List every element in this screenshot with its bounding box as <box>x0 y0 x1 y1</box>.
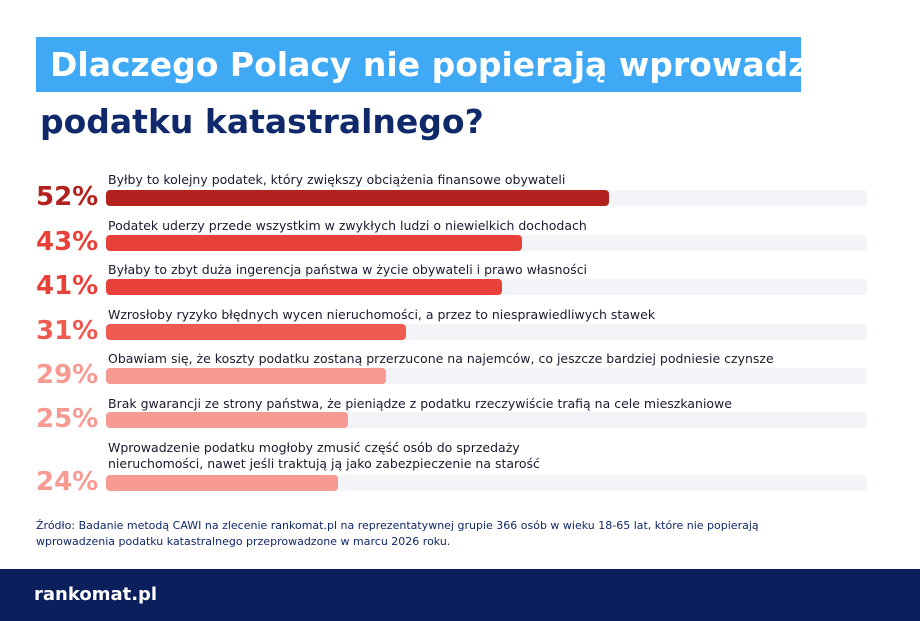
category-label: Wzrosłoby ryzyko błędnych wycen nierucho… <box>108 307 656 322</box>
category-label: Byłaby to zbyt duża ingerencja państwa w… <box>108 262 588 277</box>
title-line-2: podatku katastralnego? <box>40 102 484 141</box>
bar-track <box>106 475 867 491</box>
value-label: 31% <box>36 316 99 346</box>
bar <box>106 475 338 491</box>
bar <box>106 368 386 384</box>
bar-track <box>106 368 867 384</box>
category-label: Wprowadzenie podatku mogłoby zmusić częś… <box>108 440 540 471</box>
category-label: Obawiam się, że koszty podatku zostaną p… <box>108 351 774 366</box>
bar <box>106 235 522 251</box>
value-label: 29% <box>36 360 99 390</box>
value-label: 43% <box>36 227 99 257</box>
bar-track <box>106 279 867 295</box>
rankomat-logo: rankomat.pl <box>34 584 158 605</box>
category-label: Brak gwarancji ze strony państwa, że pie… <box>108 396 732 411</box>
value-label: 41% <box>36 271 99 301</box>
category-label: Podatek uderzy przede wszystkim w zwykły… <box>108 218 587 233</box>
bar-track <box>106 324 867 340</box>
bar-track <box>106 190 867 206</box>
bar <box>106 412 348 428</box>
bar-track <box>106 235 867 251</box>
title-line-1: Dlaczego Polacy nie popierają wprowadzen… <box>36 37 887 92</box>
category-label: Byłby to kolejny podatek, który zwiększy… <box>108 172 566 187</box>
footer-bar: rankomat.pl <box>0 569 920 621</box>
bar <box>106 279 502 295</box>
value-label: 52% <box>36 182 99 212</box>
source-note: Źródło: Badanie metodą CAWI na zlecenie … <box>36 519 759 548</box>
bar-track <box>106 412 867 428</box>
value-label: 24% <box>36 467 99 497</box>
bar <box>106 324 406 340</box>
bar <box>106 190 609 206</box>
value-label: 25% <box>36 404 99 434</box>
